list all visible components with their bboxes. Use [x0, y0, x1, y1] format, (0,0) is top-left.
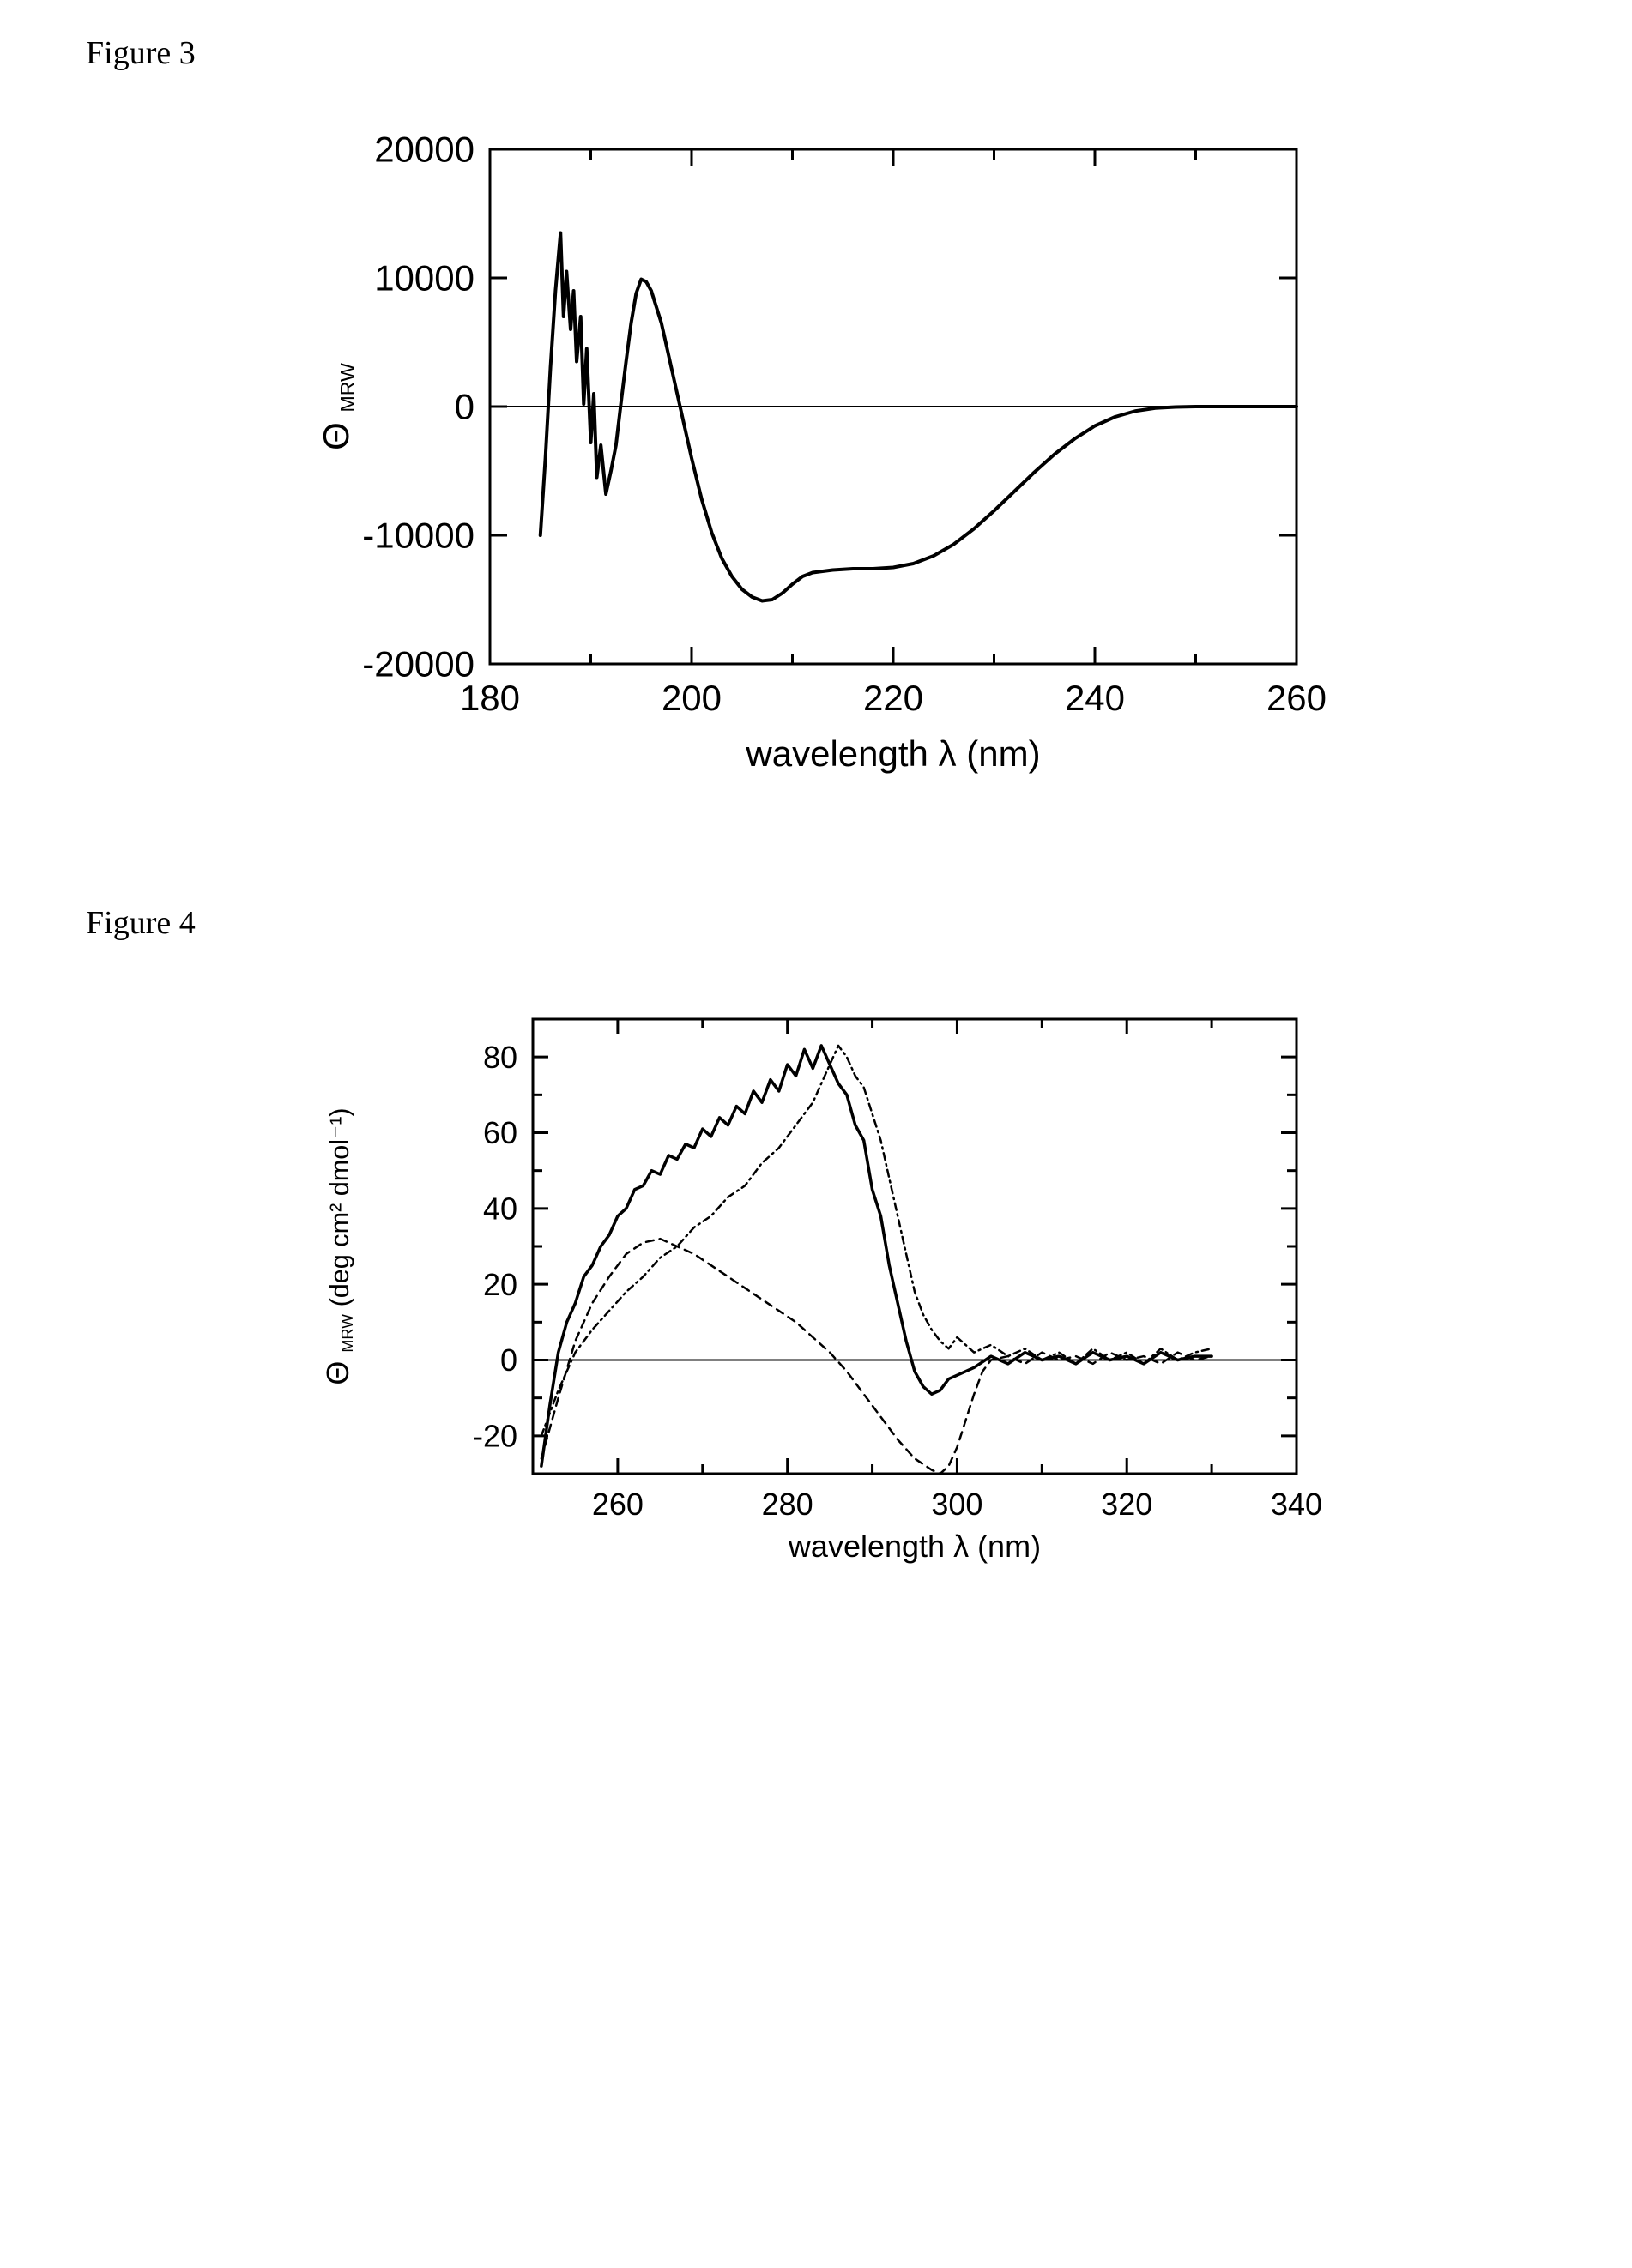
svg-text:320: 320	[1101, 1487, 1152, 1522]
svg-text:-10000: -10000	[362, 516, 474, 556]
svg-text:220: 220	[863, 678, 923, 718]
svg-text:40: 40	[483, 1191, 517, 1226]
x-axis-label: wavelength λ (nm)	[788, 1529, 1041, 1564]
svg-text:200: 200	[662, 678, 722, 718]
svg-text:260: 260	[1266, 678, 1327, 718]
svg-text:-20: -20	[473, 1418, 517, 1453]
figure3-chart: 180200220240260-20000-1000001000020000wa…	[301, 98, 1331, 801]
series-dashdot	[541, 1046, 1212, 1436]
series-cd-spectrum	[541, 233, 1297, 601]
svg-text:300: 300	[931, 1487, 982, 1522]
svg-text:20000: 20000	[374, 130, 474, 170]
x-axis-label: wavelength λ (nm)	[745, 733, 1040, 774]
y-axis-label: Θ MRW (deg cm² dmol⁻¹)	[320, 1107, 356, 1384]
svg-text:60: 60	[483, 1115, 517, 1150]
series-dashed	[541, 1239, 1212, 1474]
svg-text:0: 0	[500, 1342, 517, 1378]
svg-text:260: 260	[592, 1487, 644, 1522]
figure4-chart: 260 280 300 320 340 -20 0 20 40 60 80 wavelength λ …	[301, 968, 1331, 1585]
y-axis-label: Θ MRW	[316, 363, 359, 450]
series-solid	[541, 1046, 1212, 1466]
svg-text:240: 240	[1065, 678, 1125, 718]
figure4-container: 260 280 300 320 340 -20 0 20 40 60 80 wavelength λ …	[34, 968, 1598, 1585]
figure4-label: Figure 4	[86, 904, 1598, 942]
svg-text:80: 80	[483, 1040, 517, 1075]
svg-text:-20000: -20000	[362, 644, 474, 685]
svg-text:340: 340	[1271, 1487, 1322, 1522]
svg-text:280: 280	[762, 1487, 813, 1522]
svg-text:20: 20	[483, 1267, 517, 1302]
svg-text:10000: 10000	[374, 258, 474, 299]
svg-text:0: 0	[455, 387, 474, 427]
figure3-container: 180200220240260-20000-1000001000020000wa…	[34, 98, 1598, 801]
figure3-label: Figure 3	[86, 34, 1598, 72]
